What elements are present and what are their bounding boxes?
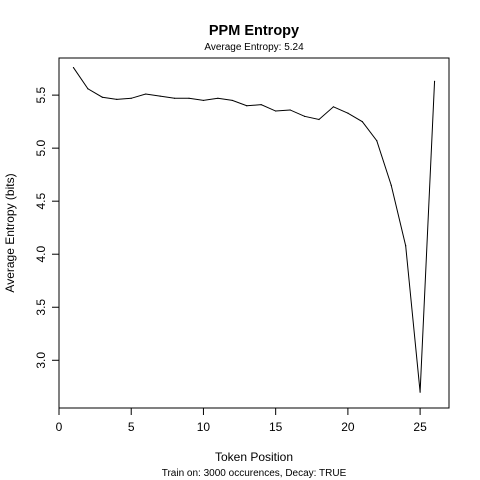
data-point: [159, 95, 161, 97]
chart-subtitle: Average Entropy: 5.24: [204, 42, 304, 53]
data-point: [188, 97, 190, 99]
data-point: [433, 80, 436, 82]
y-tick-label: 3.5: [34, 299, 48, 316]
data-point: [303, 115, 306, 117]
data-point: [246, 105, 248, 107]
data-point: [275, 110, 277, 112]
y-axis-label: Average Entropy (bits): [3, 173, 17, 292]
series-line: [73, 67, 436, 393]
data-point: [145, 93, 147, 95]
data-point: [390, 184, 392, 186]
data-point: [289, 109, 291, 111]
data-point: [130, 97, 132, 99]
data-point: [87, 88, 89, 90]
data-point: [405, 245, 407, 247]
y-tick-label: 5.0: [34, 139, 48, 156]
y-axis: 3.0 3.5 4.0 4.5 5.0 5.5: [34, 86, 60, 369]
data-point: [332, 106, 335, 108]
data-point: [260, 104, 262, 106]
x-tick-label: 0: [56, 420, 63, 434]
data-point: [361, 121, 363, 123]
data-point: [231, 99, 233, 102]
plot-frame: [58, 57, 450, 409]
y-tick-label: 4.5: [34, 193, 48, 210]
data-point: [72, 66, 75, 69]
data-point: [217, 97, 219, 99]
data-point: [318, 118, 320, 121]
x-tick-label: 15: [269, 420, 283, 434]
x-tick-label: 10: [197, 420, 211, 434]
data-point: [202, 99, 205, 102]
x-axis: 0 5 10 15 20 25: [56, 407, 427, 434]
chart-caption: Train on: 3000 occurences, Decay: TRUE: [162, 468, 347, 479]
x-tick-label: 20: [341, 420, 355, 434]
x-tick-label: 25: [413, 420, 427, 434]
data-point: [173, 97, 176, 99]
data-point: [101, 96, 103, 98]
y-tick-label: 4.0: [34, 246, 48, 263]
chart-title: PPM Entropy: [209, 23, 299, 39]
data-points: [72, 66, 436, 393]
y-tick-label: 3.0: [34, 352, 48, 369]
data-point: [347, 112, 349, 114]
data-point: [116, 98, 118, 100]
data-point: [419, 391, 421, 393]
y-tick-label: 5.5: [34, 86, 48, 103]
x-tick-label: 5: [128, 420, 135, 434]
x-axis-label: Token Position: [215, 450, 293, 464]
data-point: [376, 140, 378, 142]
